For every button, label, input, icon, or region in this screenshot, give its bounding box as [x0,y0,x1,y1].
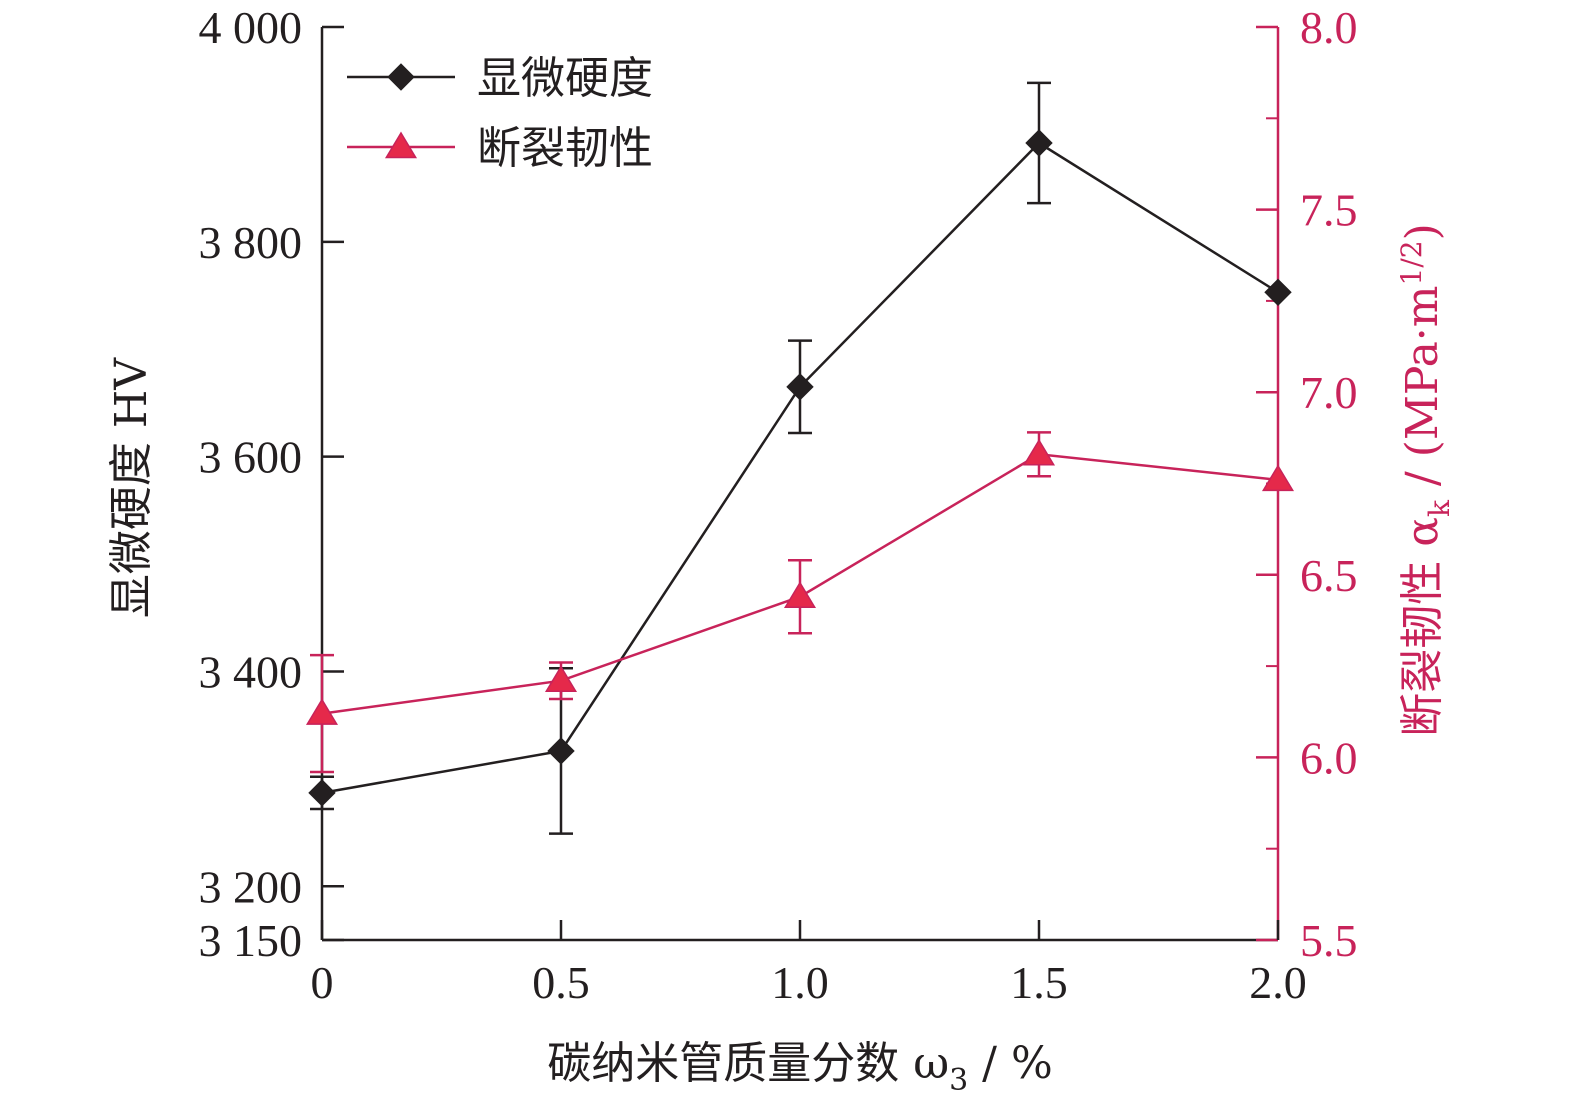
data-point [544,665,578,692]
right-tick-label: 8.0 [1300,2,1358,53]
legend-label-hardness: 显微硬度 [477,53,653,104]
x-tick-label: 1.0 [771,957,829,1008]
data-point [308,779,336,807]
data-point [547,737,575,765]
left-axis-title: 显微硬度 HV [106,357,157,618]
left-tick-label: 3 150 [199,915,303,966]
left-tick-label: 3 800 [199,217,303,268]
data-point [783,581,817,608]
data-point [1261,464,1295,492]
right-axis-title: 断裂韧性 αk / (MPa·m1/2) [1395,223,1456,737]
legend-marker-hardness [387,63,415,91]
data-point [1264,278,1292,307]
series-line [321,141,1279,795]
x-tick-label: 1.5 [1010,957,1068,1008]
x-axis-title: 碳纳米管质量分数 ω3 / % [547,1038,1053,1098]
right-tick-label: 6.5 [1300,550,1358,601]
left-tick-label: 4 000 [199,2,303,53]
left-tick-label: 3 600 [199,432,303,483]
right-tick-label: 5.5 [1300,915,1358,966]
series-hardness [308,81,1292,835]
right-tick-label: 7.5 [1300,185,1358,236]
right-tick-label: 7.0 [1300,367,1358,418]
x-tick-label: 0.5 [532,957,590,1008]
legend-label-toughness: 断裂韧性 [477,123,653,174]
data-point [1022,438,1056,466]
x-tick-label: 0 [311,957,334,1008]
left-tick-label: 3 400 [199,646,303,697]
series-toughness [305,431,1295,774]
data-point [1025,129,1053,157]
data-point [305,698,339,725]
x-tick-label: 2.0 [1249,957,1307,1008]
axis-titles: 碳纳米管质量分数 ω3 / % 显微硬度 HV 断裂韧性 αk / (MPa·m1/… [106,223,1456,1098]
data-point [786,373,814,401]
right-tick-label: 6.0 [1300,732,1358,783]
legend-marker-toughness [384,131,418,159]
series-group [305,81,1295,835]
left-tick-label: 3 200 [199,861,303,912]
